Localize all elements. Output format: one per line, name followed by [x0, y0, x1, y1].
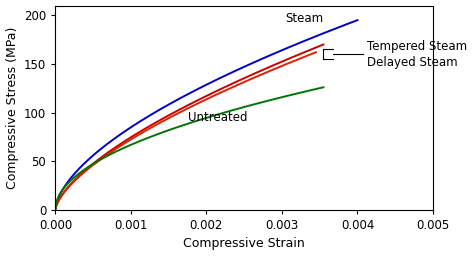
Text: Tempered Steam
Delayed Steam: Tempered Steam Delayed Steam: [366, 40, 466, 69]
X-axis label: Compressive Strain: Compressive Strain: [183, 238, 305, 250]
Y-axis label: Compressive Stress (MPa): Compressive Stress (MPa): [6, 27, 18, 189]
Text: Untreated: Untreated: [188, 111, 247, 124]
Text: Steam: Steam: [286, 12, 324, 25]
